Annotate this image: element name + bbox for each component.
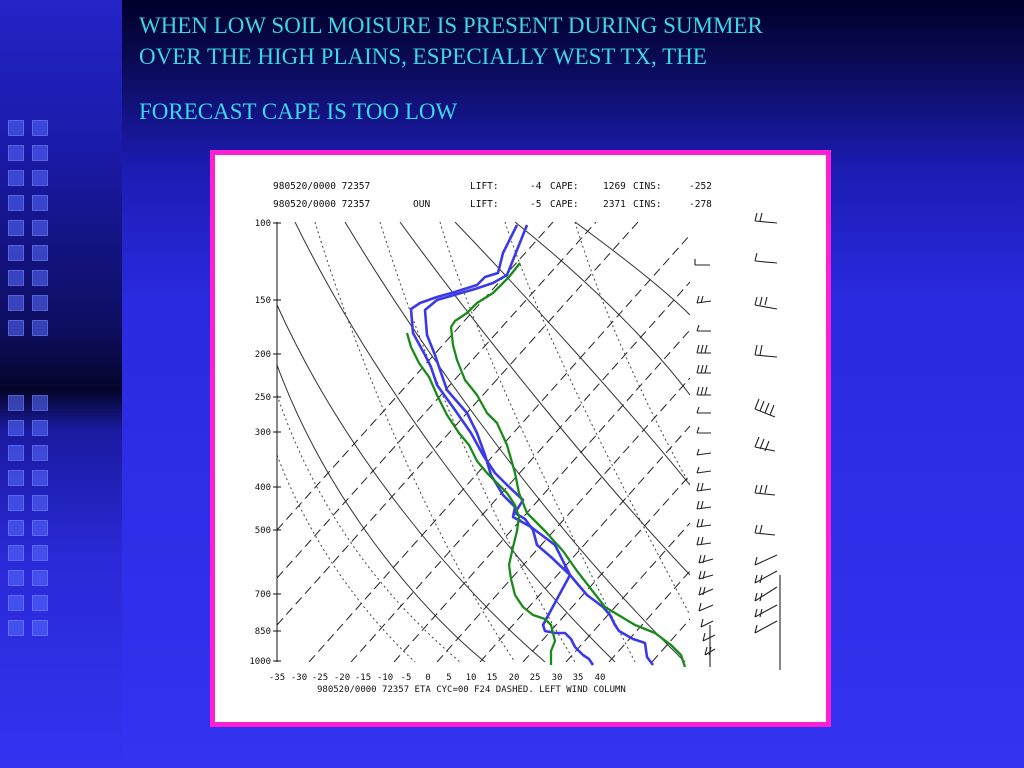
skewt-sounding-diagram: 980520/0000 72357 LIFT: -4 CAPE: 1269 CI… [215,155,826,722]
temp-label-m25: -25 [312,673,328,683]
temp-label-m35: -35 [269,673,285,683]
header1-station: 980520/0000 72357 [273,181,370,192]
background-lines [277,222,690,662]
decor-square [8,470,24,486]
decor-square [8,295,24,311]
decor-square [32,545,48,561]
header2-site: OUN [413,199,430,210]
sounding-image-frame: 980520/0000 72357 LIFT: -4 CAPE: 1269 CI… [210,150,831,727]
temp-label-m10: -10 [377,673,393,683]
decor-square [8,145,24,161]
temp-label-m15: -15 [355,673,371,683]
decor-square [8,395,24,411]
temp-label-0: 0 [425,673,430,683]
decor-square [32,570,48,586]
temp-label-m5: -5 [401,673,412,683]
pressure-label-250: 250 [255,393,271,403]
decor-square [8,220,24,236]
header2-lift-value: -5 [530,199,541,210]
decor-square [8,120,24,136]
header1-cape-value: 1269 [603,181,626,192]
header2-cins-value: -278 [689,199,712,210]
decor-square [8,620,24,636]
pressure-label-1000: 1000 [249,657,271,667]
decor-square [8,320,24,336]
decor-square [8,595,24,611]
decor-square [32,395,48,411]
header2-cape-value: 2371 [603,199,626,210]
decor-square [8,195,24,211]
temp-label-m20: -20 [334,673,350,683]
observed-temperature-trace [449,262,687,668]
forecast-traces [409,224,655,666]
decor-square [8,520,24,536]
observed-dewpoint-trace [405,332,557,665]
header1-cins-label: CINS: [633,181,662,192]
title-line-3: FORECAST CAPE IS TOO LOW [139,99,458,124]
decor-square [8,170,24,186]
diagram-footer: 980520/0000 72357 ETA CYC=00 F24 DASHED.… [317,685,626,695]
left-decor-panel [0,0,122,768]
pressure-label-300: 300 [255,428,271,438]
temp-label-m30: -30 [291,673,307,683]
decor-square [8,570,24,586]
header1-lift-label: LIFT: [470,181,499,192]
decor-square [32,595,48,611]
temp-label-30: 30 [552,673,563,683]
temp-label-35: 35 [573,673,584,683]
decor-square [32,470,48,486]
header2-station: 980520/0000 72357 [273,199,370,210]
decor-square [32,245,48,261]
decor-square [32,445,48,461]
pressure-label-500: 500 [255,526,271,536]
decor-square [32,120,48,136]
decor-square [8,245,24,261]
temp-label-15: 15 [487,673,498,683]
header1-cins-value: -252 [689,181,712,192]
decor-square [32,170,48,186]
forecast-dewpoint-trace [423,224,595,666]
pressure-label-400: 400 [255,483,271,493]
decor-square [32,495,48,511]
pressure-label-200: 200 [255,350,271,360]
pressure-label-100: 100 [255,219,271,229]
decor-square [32,420,48,436]
temp-label-5: 5 [446,673,451,683]
pressure-label-150: 150 [255,296,271,306]
skewt-svg: 980520/0000 72357 LIFT: -4 CAPE: 1269 CI… [249,181,781,695]
slide-title: WHEN LOW SOIL MOISURE IS PRESENT DURING … [139,10,999,127]
wind-barb-columns [694,212,781,670]
decor-square [32,620,48,636]
pressure-label-850: 850 [255,627,271,637]
header2-lift-label: LIFT: [470,199,499,210]
observed-traces [405,262,687,668]
decor-square [32,270,48,286]
pressure-label-700: 700 [255,590,271,600]
title-line-2: OVER THE HIGH PLAINS, ESPECIALLY WEST TX… [139,44,707,69]
decor-square [8,495,24,511]
temp-label-20: 20 [509,673,520,683]
header2-cins-label: CINS: [633,199,662,210]
decor-square [32,195,48,211]
temp-label-25: 25 [530,673,541,683]
decor-square [32,520,48,536]
decor-square [32,295,48,311]
forecast-temperature-trace [409,224,655,666]
temp-label-40: 40 [595,673,606,683]
decor-square [32,220,48,236]
decor-square [32,145,48,161]
decor-square [8,420,24,436]
title-line-1: WHEN LOW SOIL MOISURE IS PRESENT DURING … [139,13,763,38]
header1-lift-value: -4 [530,181,542,192]
header2-cape-label: CAPE: [550,199,579,210]
temp-label-10: 10 [466,673,477,683]
header1-cape-label: CAPE: [550,181,579,192]
decor-square [8,445,24,461]
decor-square [8,545,24,561]
decor-square [32,320,48,336]
decor-square [8,270,24,286]
